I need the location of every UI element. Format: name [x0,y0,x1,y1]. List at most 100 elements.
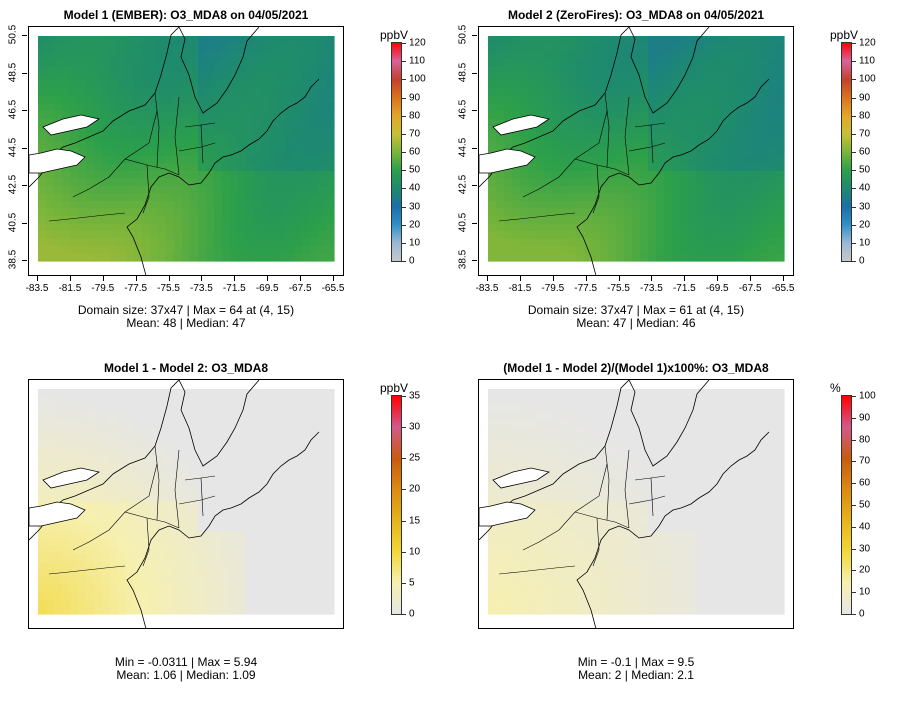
colorbar-tick-label: 25 [409,452,421,464]
grid-cell [624,238,633,247]
x-tick-label: -75.5 [607,283,630,294]
grid-cell [38,36,47,45]
grid-cell [568,201,577,210]
grid-cell [166,66,175,75]
grid-cell [664,516,673,525]
grid-cell [214,434,223,443]
grid-cell [302,554,311,563]
grid-cell [536,404,545,413]
grid-cell [496,103,505,112]
grid-cell [728,569,737,578]
grid-cell [182,494,191,503]
grid-cell [110,178,119,187]
grid-cell [110,231,119,240]
grid-cell [752,103,761,112]
grid-cell [608,434,617,443]
grid-cell [488,404,497,413]
grid-cell [488,171,497,180]
grid-cell [584,36,593,45]
grid-cell [552,36,561,45]
grid-cell [182,509,191,518]
grid-cell [166,148,175,157]
grid-cell [222,599,231,608]
grid-cell [86,389,95,398]
grid-cell [318,434,327,443]
grid-cell [310,426,319,435]
grid-cell [576,111,585,120]
grid-cell [712,66,721,75]
grid-cell [560,133,569,142]
grid-cell [608,96,617,105]
grid-cell [206,81,215,90]
grid-cell [78,389,87,398]
grid-cell [696,103,705,112]
grid-cell [190,464,199,473]
grid-cell [318,148,327,157]
grid-cell [166,186,175,195]
grid-cell [102,479,111,488]
grid-cell [648,231,657,240]
grid-cell [600,404,609,413]
grid-cell [142,88,151,97]
grid-cell [528,163,537,172]
grid-cell [214,66,223,75]
grid-cell [46,193,55,202]
grid-cell [54,524,63,533]
grid-cell [520,246,529,255]
grid-cell [142,81,151,90]
grid-cell [62,546,71,555]
grid-cell [46,201,55,210]
grid-cell [504,576,513,585]
grid-cell [326,419,335,428]
grid-cell [70,51,79,60]
grid-cell [262,103,271,112]
grid-cell [584,471,593,480]
grid-cell [246,81,255,90]
grid-cell [712,539,721,548]
grid-cell [568,479,577,488]
grid-cell [118,58,127,67]
grid-cell [230,494,239,503]
grid-cell [310,546,319,555]
grid-cell [206,584,215,593]
grid-cell [488,81,497,90]
grid-cell [624,246,633,255]
grid-cell [568,171,577,180]
coastline [628,380,710,467]
grid-cell [126,479,135,488]
grid-cell [182,223,191,232]
grid-cell [544,591,553,600]
grid-cell [592,51,601,60]
grid-cell [102,231,111,240]
grid-cell [238,43,247,52]
grid-cell [54,494,63,503]
x-tick-label: -81.5 [58,283,82,294]
grid-cell [560,464,569,473]
grid-cell [190,171,199,180]
grid-cell [704,561,713,570]
grid-cell [648,539,657,548]
grid-cell [302,449,311,458]
grid-cell [688,561,697,570]
colorbar-tick-label: 70 [859,128,871,140]
grid-cell [672,171,681,180]
grid-cell [110,81,119,90]
grid-cell [584,171,593,180]
grid-cell [190,133,199,142]
grid-cell [310,88,319,97]
grid-cell [174,43,183,52]
grid-cell [704,208,713,217]
colorbar-tick-label: 40 [859,182,871,194]
grid-cell [198,103,207,112]
grid-cell [648,411,657,420]
grid-cell [278,546,287,555]
grid-cell [238,186,247,195]
grid-cell [736,126,745,135]
grid-cell [270,171,279,180]
grid-cell [126,464,135,473]
grid-cell [70,88,79,97]
grid-cell [270,111,279,120]
grid-cell [326,434,335,443]
grid-cell [728,524,737,533]
grid-cell [712,193,721,202]
